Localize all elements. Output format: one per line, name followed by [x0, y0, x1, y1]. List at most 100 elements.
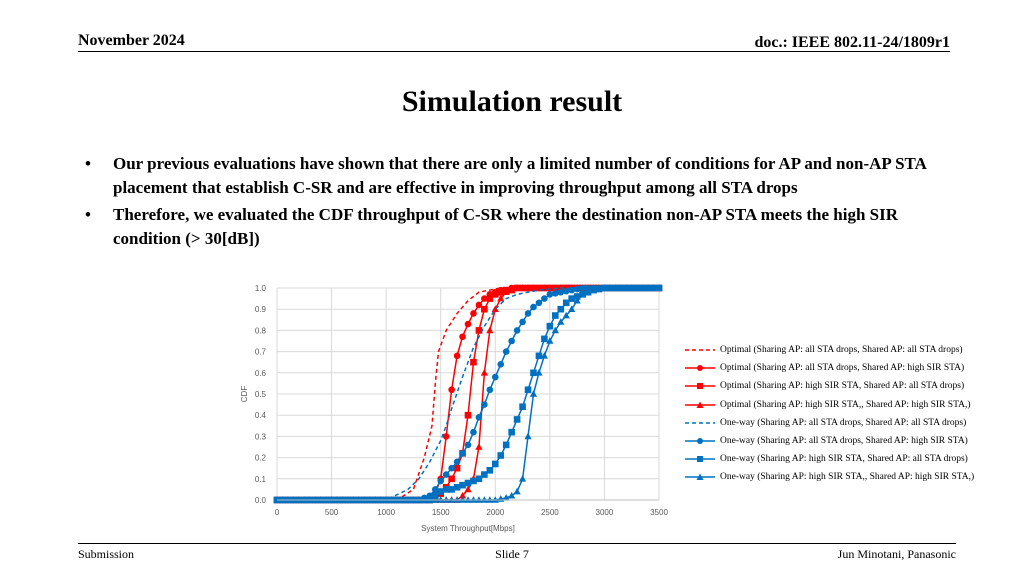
- data-point: [502, 441, 510, 449]
- data-point: [464, 479, 472, 487]
- header-date: November 2024: [78, 32, 185, 49]
- data-point: [470, 477, 477, 485]
- data-point: [546, 322, 554, 330]
- data-point: [475, 414, 483, 421]
- slide-title: Simulation result: [401, 85, 623, 118]
- data-point: [552, 290, 559, 297]
- x-tick-label: 500: [325, 508, 339, 517]
- data-point: [508, 491, 516, 499]
- data-point: [486, 326, 494, 334]
- footer-submission: Submission: [78, 547, 135, 561]
- data-point: [557, 288, 565, 296]
- data-point: [557, 305, 565, 313]
- data-point: [481, 305, 488, 313]
- data-point: [502, 494, 510, 501]
- bullet-item: • Our previous evaluations have shown th…: [85, 152, 945, 199]
- data-point: [448, 475, 455, 483]
- data-point: [448, 486, 455, 493]
- header-rule: [78, 51, 950, 52]
- data-point: [524, 284, 532, 291]
- data-point: [606, 284, 614, 291]
- data-point: [628, 284, 636, 291]
- legend-label: Optimal (Sharing AP: high SIR STA, Share…: [720, 381, 965, 392]
- x-tick-label: 2000: [486, 508, 504, 517]
- data-point: [611, 284, 619, 291]
- data-point: [639, 284, 647, 291]
- data-point: [600, 284, 609, 291]
- data-point: [470, 310, 477, 317]
- legend-entry: One-way (Sharing AP: all STA drops, Shar…: [684, 414, 974, 432]
- data-point: [470, 358, 477, 366]
- data-point: [530, 369, 537, 377]
- data-point: [442, 433, 450, 440]
- data-point: [508, 337, 515, 345]
- x-tick-label: 2500: [541, 508, 559, 517]
- footer-author: Jun Minotani, Panasonic: [837, 547, 956, 561]
- y-tick-label: 1.0: [255, 284, 267, 293]
- data-point: [589, 284, 598, 291]
- data-point: [480, 369, 488, 376]
- legend-entry: One-way (Sharing AP: high SIR STA, Share…: [684, 450, 974, 468]
- y-tick-label: 0.3: [255, 432, 267, 441]
- header-doc-id: doc.: IEEE 802.11-24/1809r1: [754, 34, 950, 51]
- data-point: [584, 286, 592, 293]
- data-point: [491, 460, 499, 468]
- data-point: [437, 488, 445, 495]
- data-point: [562, 299, 570, 307]
- legend-entry: One-way (Sharing AP: high SIR STA,, Shar…: [684, 468, 974, 486]
- data-point: [448, 464, 455, 472]
- footer-rule: [78, 543, 956, 544]
- data-point: [459, 333, 466, 341]
- legend-label: One-way (Sharing AP: all STA drops, Shar…: [720, 417, 967, 428]
- x-axis-label: System Throughput[Mbps]: [421, 524, 515, 533]
- legend-label: Optimal (Sharing AP: all STA drops, Shar…: [720, 363, 965, 374]
- data-point: [442, 471, 450, 478]
- data-point: [497, 361, 505, 368]
- data-point: [649, 284, 658, 291]
- data-point: [458, 491, 467, 499]
- data-point: [617, 284, 625, 291]
- legend-label: One-way (Sharing AP: high SIR STA,, Shar…: [720, 472, 975, 483]
- data-point: [491, 305, 499, 312]
- data-point: [551, 326, 559, 334]
- data-point: [535, 352, 543, 360]
- legend-label: One-way (Sharing AP: high SIR STA, Share…: [720, 454, 968, 465]
- data-point: [464, 441, 472, 449]
- data-point: [546, 337, 554, 344]
- data-point: [481, 295, 488, 302]
- legend-entry: One-way (Sharing AP: all STA drops, Shar…: [684, 432, 974, 450]
- y-tick-label: 0.6: [255, 369, 267, 378]
- data-point: [464, 320, 472, 328]
- data-point: [486, 467, 494, 474]
- legend-swatch-icon: [685, 383, 715, 390]
- data-point: [508, 428, 515, 436]
- series-line: [277, 287, 659, 501]
- bullet-glyph: •: [85, 205, 91, 224]
- bullet-text: Our previous evaluations have shown that…: [113, 154, 926, 197]
- data-point: [502, 288, 510, 296]
- y-tick-label: 0.5: [255, 390, 267, 399]
- data-point: [513, 487, 521, 495]
- data-point: [568, 286, 575, 294]
- data-point: [529, 284, 538, 291]
- data-point: [524, 432, 532, 440]
- bullet-glyph: •: [85, 154, 91, 173]
- legend-entry: Optimal (Sharing AP: all STA drops, Shar…: [684, 341, 974, 359]
- data-point: [464, 411, 472, 419]
- data-point: [546, 291, 554, 298]
- data-point: [655, 284, 663, 291]
- data-point: [529, 390, 538, 397]
- data-point: [524, 310, 532, 317]
- data-point: [491, 291, 499, 298]
- data-point: [535, 369, 543, 376]
- data-point: [518, 475, 527, 482]
- y-tick-label: 0.7: [255, 348, 267, 357]
- legend-swatch-icon: [685, 456, 715, 463]
- y-axis-label: CDF: [240, 386, 249, 403]
- legend-swatch-icon: [685, 365, 715, 372]
- legend-swatch-icon: [685, 401, 715, 408]
- x-tick-label: 3500: [650, 508, 668, 517]
- data-point: [579, 290, 587, 298]
- data-point: [437, 477, 445, 485]
